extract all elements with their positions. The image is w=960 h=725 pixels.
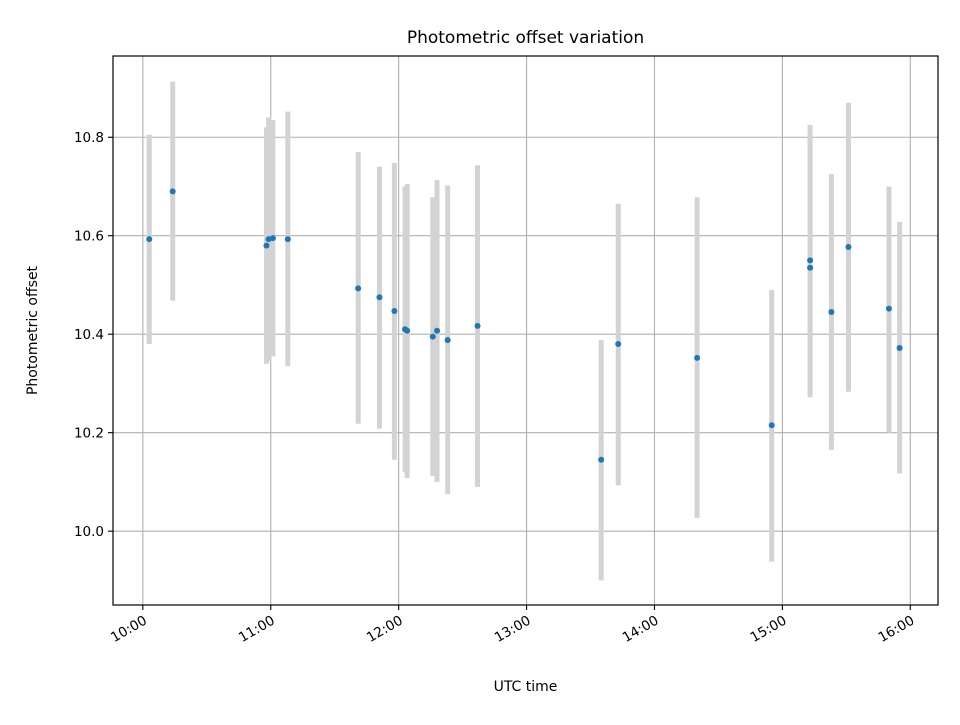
data-point [434, 327, 441, 334]
data-point [694, 354, 701, 361]
x-axis-label: UTC time [494, 679, 558, 695]
data-point [885, 305, 892, 312]
y-axis-label: Photometric offset [25, 265, 41, 395]
data-point [807, 257, 814, 264]
data-point [169, 188, 176, 195]
data-point [828, 309, 835, 316]
plot-frame [112, 55, 939, 606]
data-point [807, 264, 814, 271]
y-tick-label: 10.8 [74, 130, 104, 146]
data-point [615, 341, 622, 348]
data-point [845, 244, 852, 251]
y-tick-label: 10.2 [74, 426, 104, 442]
data-point [376, 294, 383, 301]
data-point [444, 337, 451, 344]
chart-title: Photometric offset variation [407, 28, 644, 48]
data-point [146, 236, 153, 243]
data-point [404, 327, 411, 334]
data-point [284, 236, 291, 243]
data-point [355, 285, 362, 292]
data-point [263, 242, 270, 249]
data-points [146, 188, 903, 463]
data-point [429, 333, 436, 340]
y-tick-label: 10.0 [74, 524, 104, 540]
y-tick-label: 10.4 [74, 327, 104, 343]
data-point [896, 344, 903, 351]
y-axis-ticks: 10.0 10.2 10.4 10.6 10.8 [74, 130, 113, 540]
data-point [391, 308, 398, 315]
data-point [598, 456, 605, 463]
data-point [269, 235, 276, 242]
data-point [474, 322, 481, 329]
y-tick-label: 10.6 [74, 229, 104, 245]
data-point [768, 422, 775, 429]
